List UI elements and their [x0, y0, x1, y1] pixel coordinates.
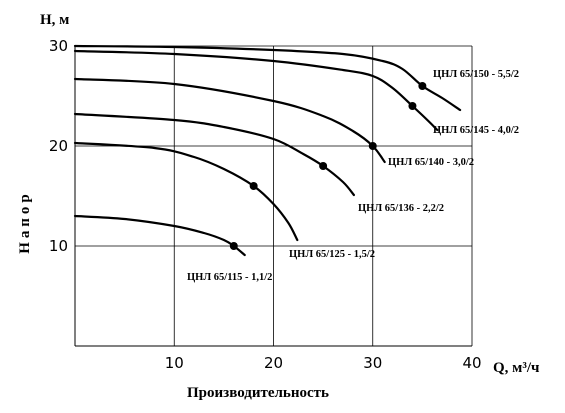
series-marker-1 [418, 82, 427, 90]
series-marker-2 [408, 102, 417, 110]
x-unit-label: Q, м³/ч [493, 360, 540, 376]
series-label-5: ЦНЛ 65/125 - 1,5/2 [289, 249, 375, 260]
series-marker-5 [249, 182, 258, 190]
y-unit-label: H, м [40, 12, 69, 28]
series-line-1 [73, 44, 462, 112]
series-labels: ЦНЛ 65/150 - 5,5/2 ЦНЛ 65/145 - 4,0/2 ЦНЛ … [187, 69, 519, 283]
y-axis-title: Напор [17, 190, 33, 253]
x-tick-label: 20 [264, 354, 283, 372]
series-label-4: ЦНЛ 65/136 - 2,2/2 [358, 203, 444, 214]
grid [75, 45, 473, 346]
series-line-6 [73, 214, 246, 257]
series-line-3 [73, 77, 386, 164]
x-tick-label: 10 [165, 354, 184, 372]
series-line-2 [73, 49, 439, 132]
y-tick-label: 20 [49, 137, 68, 155]
series-line-4 [73, 112, 355, 197]
x-tick-label: 30 [363, 354, 382, 372]
x-tick-label: 40 [462, 354, 481, 372]
series-label-3: ЦНЛ 65/140 - 3,0/2 [388, 157, 474, 168]
series-label-1: ЦНЛ 65/150 - 5,5/2 [433, 69, 519, 80]
axes [74, 46, 472, 347]
series-marker-4 [319, 162, 328, 170]
x-axis-title: Производительность [187, 385, 329, 401]
series [73, 44, 462, 257]
tick-labels: 10 20 30 40 10 20 30 [49, 37, 482, 372]
series-marker-3 [368, 142, 377, 150]
series-marker-6 [229, 242, 238, 250]
series-label-6: ЦНЛ 65/115 - 1,1/2 [187, 272, 272, 283]
y-tick-label: 30 [49, 37, 68, 55]
y-tick-label: 10 [49, 237, 68, 255]
series-line-5 [73, 141, 299, 242]
series-label-2: ЦНЛ 65/145 - 4,0/2 [433, 125, 519, 136]
